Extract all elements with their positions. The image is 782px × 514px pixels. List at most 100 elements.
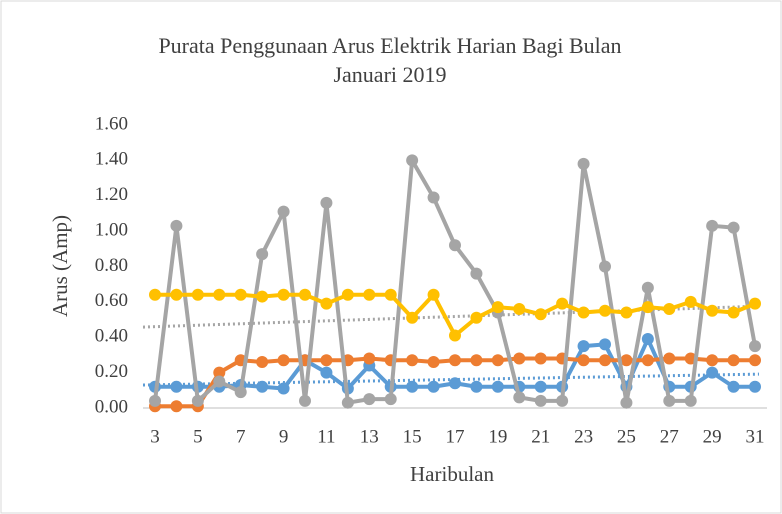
y-tick-label: 0.00 <box>95 396 128 417</box>
data-point <box>641 354 654 367</box>
data-point <box>513 302 526 315</box>
data-point <box>577 157 590 170</box>
x-tick-label: 23 <box>574 426 593 447</box>
data-point <box>749 340 761 353</box>
data-point <box>663 352 676 365</box>
data-point <box>256 290 269 303</box>
data-point <box>706 304 719 317</box>
data-point <box>427 380 440 393</box>
data-point <box>449 354 461 367</box>
data-point <box>277 288 290 301</box>
data-point <box>599 260 611 273</box>
data-point <box>491 380 504 393</box>
data-point <box>449 377 461 390</box>
data-point <box>277 354 290 367</box>
data-point <box>427 191 440 204</box>
data-point <box>641 301 654 314</box>
data-point <box>427 288 440 301</box>
data-point <box>727 354 740 367</box>
data-point <box>599 304 611 317</box>
x-tick-label: 31 <box>746 426 765 447</box>
data-point <box>191 288 204 301</box>
data-point <box>513 352 526 365</box>
x-tick-label: 11 <box>317 426 335 447</box>
y-tick-label: 0.20 <box>95 361 128 382</box>
data-point <box>534 380 547 393</box>
data-point <box>470 311 483 324</box>
data-point <box>384 393 397 406</box>
data-point <box>406 154 419 167</box>
data-point <box>341 288 354 301</box>
data-point <box>599 338 611 351</box>
data-point <box>149 288 161 301</box>
data-point <box>620 354 633 367</box>
data-point <box>149 394 161 407</box>
data-point <box>256 356 269 369</box>
data-point <box>170 400 183 413</box>
data-point <box>320 366 333 379</box>
data-point <box>470 267 483 280</box>
x-tick-label: 3 <box>150 426 160 447</box>
data-point <box>534 394 547 407</box>
x-tick-label: 13 <box>360 426 379 447</box>
data-point <box>706 219 719 232</box>
y-tick-label: 1.60 <box>95 113 128 134</box>
data-point <box>749 297 761 310</box>
y-tick-label: 0.80 <box>95 255 128 276</box>
data-point <box>577 354 590 367</box>
data-point <box>449 239 461 252</box>
data-point <box>641 281 654 294</box>
y-tick-label: 1.40 <box>95 149 128 170</box>
data-point <box>299 288 311 301</box>
data-point <box>620 396 633 409</box>
data-point <box>341 396 354 409</box>
x-tick-label: 5 <box>193 426 203 447</box>
data-point <box>213 375 226 388</box>
data-point <box>513 391 526 404</box>
data-point <box>256 248 269 261</box>
x-tick-label: 9 <box>279 426 289 447</box>
data-point <box>406 354 419 367</box>
x-tick-label: 25 <box>617 426 636 447</box>
data-point <box>620 306 633 319</box>
data-point <box>727 221 740 234</box>
x-tick-label: 19 <box>488 426 507 447</box>
y-tick-label: 1.20 <box>95 184 128 205</box>
data-point <box>556 394 569 407</box>
chart-title: Purata Penggunaan Arus Elektrik Harian B… <box>158 33 621 58</box>
data-point <box>470 354 483 367</box>
x-tick-label: 15 <box>403 426 422 447</box>
data-point <box>706 354 719 367</box>
data-point <box>170 380 183 393</box>
data-point <box>449 329 461 342</box>
data-point <box>577 306 590 319</box>
data-point <box>384 288 397 301</box>
data-point <box>277 205 290 218</box>
data-point <box>491 354 504 367</box>
data-point <box>363 393 376 406</box>
data-point <box>727 380 740 393</box>
x-tick-label: 21 <box>531 426 550 447</box>
data-point <box>706 366 719 379</box>
data-point <box>320 196 333 209</box>
data-point <box>749 354 761 367</box>
y-tick-label: 0.60 <box>95 290 128 311</box>
data-point <box>727 306 740 319</box>
data-point <box>363 352 376 365</box>
data-point <box>363 288 376 301</box>
x-axis-label: Haribulan <box>410 462 494 486</box>
data-point <box>534 308 547 321</box>
data-point <box>234 288 247 301</box>
data-point <box>684 295 697 308</box>
data-point <box>663 394 676 407</box>
data-point <box>299 394 311 407</box>
data-point <box>427 356 440 369</box>
data-point <box>170 219 183 232</box>
data-point <box>170 288 183 301</box>
data-point <box>277 382 290 395</box>
data-point <box>577 340 590 353</box>
data-point <box>556 297 569 310</box>
data-point <box>406 311 419 324</box>
